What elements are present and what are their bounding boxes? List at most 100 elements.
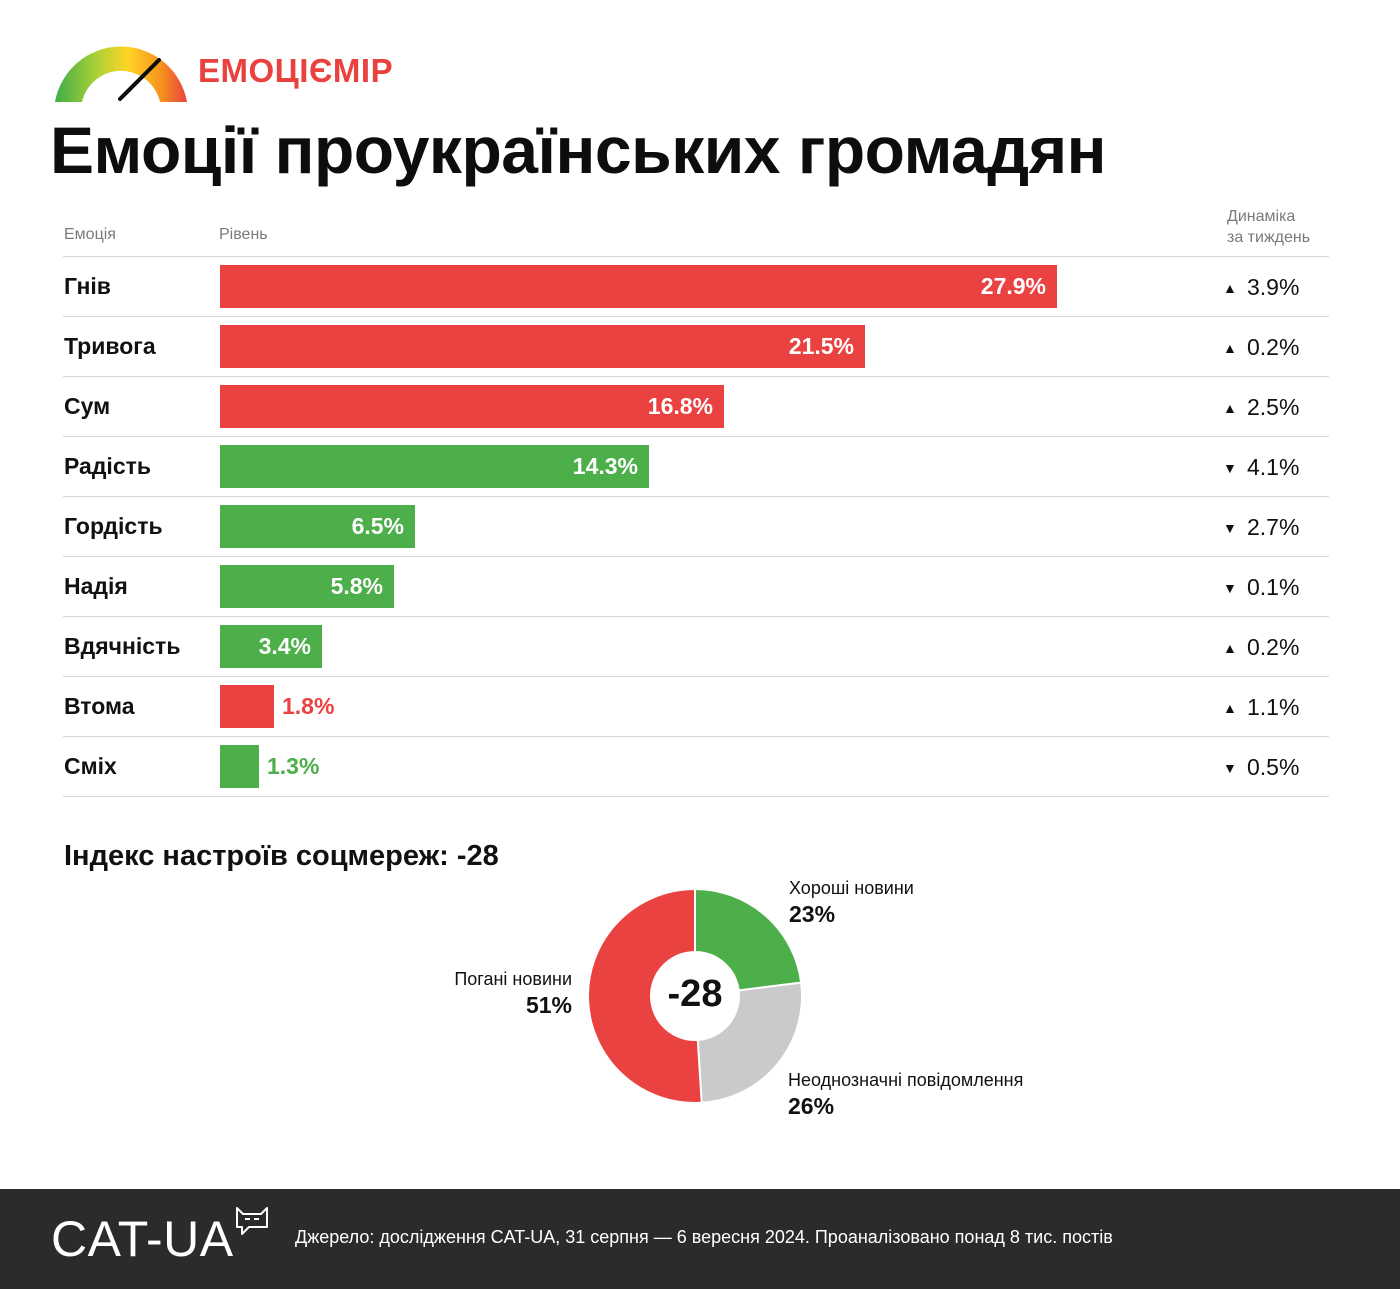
bar: [220, 565, 394, 608]
table-row: Гордість 6.5% ▼ 2.7%: [63, 497, 1329, 557]
footer: CAT-UA Джерело: дослідження CAT-UA, 31 с…: [0, 1189, 1400, 1289]
triangle-up-icon: ▲: [1223, 700, 1237, 716]
donut-center-label: -28: [667, 973, 723, 1015]
good-news-label: Хороші новини: [789, 878, 914, 898]
table-row: Тривога 21.5% ▲ 0.2%: [63, 317, 1329, 377]
weekly-change-value: 0.2%: [1247, 634, 1300, 660]
brand-name: ЕМОЦІЄМІР: [198, 52, 394, 89]
bar: [220, 745, 259, 788]
emotion-label: Сміх: [64, 753, 117, 779]
column-header-dynamics-line2: за тиждень: [1227, 229, 1311, 246]
weekly-change-value: 0.2%: [1247, 334, 1300, 360]
table-row: Надія 5.8% ▼ 0.1%: [63, 557, 1329, 617]
weekly-change: ▼ 4.1%: [1223, 437, 1299, 498]
emotion-label: Надія: [64, 573, 128, 599]
table-row: Сум 16.8% ▲ 2.5%: [63, 377, 1329, 437]
donut-label-ambiguous: Неоднозначні повідомлення 26%: [788, 1068, 1023, 1120]
table-row: Втома 1.8% ▲ 1.1%: [63, 677, 1329, 737]
footer-source: Джерело: дослідження CAT-UA, 31 серпня —…: [295, 1227, 1113, 1247]
triangle-up-icon: ▲: [1223, 640, 1237, 656]
bar-track: 16.8%: [220, 385, 1120, 428]
weekly-change-value: 2.7%: [1247, 514, 1300, 540]
page-title: Емоції проукраїнських громадян: [50, 113, 1107, 187]
triangle-up-icon: ▲: [1223, 280, 1237, 296]
bar: [220, 325, 865, 368]
emotion-label: Вдячність: [64, 633, 181, 659]
weekly-change: ▲ 3.9%: [1223, 257, 1299, 318]
bar-track: 27.9%: [220, 265, 1120, 308]
bar-track: 5.8%: [220, 565, 1120, 608]
emotion-label: Радість: [64, 453, 152, 479]
bar-value-label: 21.5%: [788, 333, 854, 359]
column-header-dynamics: Динаміка за тиждень: [1227, 206, 1310, 248]
bad-news-percent: 51%: [525, 992, 572, 1018]
bar-track: 21.5%: [220, 325, 1120, 368]
weekly-change-value: 1.1%: [1247, 694, 1300, 720]
weekly-change-value: 2.5%: [1247, 394, 1300, 420]
bar-track: 3.4%: [220, 625, 1120, 668]
bar: [220, 625, 322, 668]
cat-logo-icon: [236, 1207, 268, 1235]
weekly-change-value: 4.1%: [1247, 454, 1300, 480]
weekly-change-value: 0.1%: [1247, 574, 1300, 600]
bar: [220, 445, 649, 488]
weekly-change: ▲ 2.5%: [1223, 377, 1299, 438]
bar: [220, 505, 415, 548]
table-row: Вдячність 3.4% ▲ 0.2%: [63, 617, 1329, 677]
gauge-logo-icon: [55, 46, 187, 102]
bar-value-label: 5.8%: [330, 573, 383, 599]
bar-value-label: 3.4%: [258, 633, 311, 659]
bar-value-label: 27.9%: [980, 273, 1046, 299]
bar-track: 6.5%: [220, 505, 1120, 548]
sentiment-index-title: Індекс настроїв соцмереж: -28: [64, 840, 499, 872]
donut-label-good-news: Хороші новини 23%: [789, 876, 914, 928]
donut-slice: [694, 887, 803, 992]
table-row: Радість 14.3% ▼ 4.1%: [63, 437, 1329, 497]
weekly-change: ▲ 1.1%: [1223, 677, 1299, 738]
emotion-label: Тривога: [64, 333, 156, 359]
good-news-percent: 23%: [789, 901, 836, 927]
bar: [220, 385, 724, 428]
donut-slice: [587, 887, 703, 1104]
triangle-down-icon: ▼: [1223, 580, 1237, 596]
column-header-emotion: Емоція: [64, 226, 116, 243]
triangle-down-icon: ▼: [1223, 520, 1237, 536]
bar-value-label: 16.8%: [647, 393, 713, 419]
emotions-bar-chart: Гнів 27.9% ▲ 3.9% Тривога 21.5% ▲ 0.2% Сум 16.8% ▲…: [63, 256, 1329, 797]
triangle-up-icon: ▲: [1223, 400, 1237, 416]
bad-news-label: Погані новини: [454, 969, 572, 989]
triangle-up-icon: ▲: [1223, 340, 1237, 356]
emotion-label: Гордість: [64, 513, 163, 539]
donut-svg: [587, 887, 803, 1104]
emotion-label: Гнів: [64, 273, 111, 299]
footer-org-logo: CAT-UA: [51, 1211, 234, 1267]
table-row: Сміх 1.3% ▼ 0.5%: [63, 737, 1329, 797]
triangle-down-icon: ▼: [1223, 460, 1237, 476]
weekly-change-value: 0.5%: [1247, 754, 1300, 780]
weekly-change-value: 3.9%: [1247, 274, 1300, 300]
weekly-change: ▼ 0.1%: [1223, 557, 1299, 618]
bar: [220, 265, 1057, 308]
column-header-dynamics-line1: Динаміка: [1227, 208, 1296, 225]
weekly-change: ▼ 2.7%: [1223, 497, 1299, 558]
bar-value-label: 14.3%: [572, 453, 638, 479]
donut-slice: [696, 981, 803, 1104]
emotion-label: Сум: [64, 393, 111, 419]
weekly-change: ▲ 0.2%: [1223, 617, 1299, 678]
bar-track: 14.3%: [220, 445, 1120, 488]
bar-track: 1.3%: [220, 745, 1120, 788]
table-row: Гнів 27.9% ▲ 3.9%: [63, 257, 1329, 317]
bar-track: 1.8%: [220, 685, 1120, 728]
bar-value-label: 6.5%: [351, 513, 404, 539]
bar-value-label: 1.8%: [282, 693, 335, 719]
sentiment-donut-chart: -28: [585, 886, 805, 1106]
triangle-down-icon: ▼: [1223, 760, 1237, 776]
bar: [220, 685, 274, 728]
ambiguous-label: Неоднозначні повідомлення: [788, 1070, 1024, 1090]
column-header-level: Рівень: [219, 226, 268, 243]
ambiguous-percent: 26%: [788, 1093, 835, 1119]
bar-value-label: 1.3%: [267, 753, 320, 779]
donut-label-bad-news: Погані новини 51%: [430, 967, 572, 1019]
weekly-change: ▼ 0.5%: [1223, 737, 1299, 798]
emotion-label: Втома: [64, 693, 135, 719]
